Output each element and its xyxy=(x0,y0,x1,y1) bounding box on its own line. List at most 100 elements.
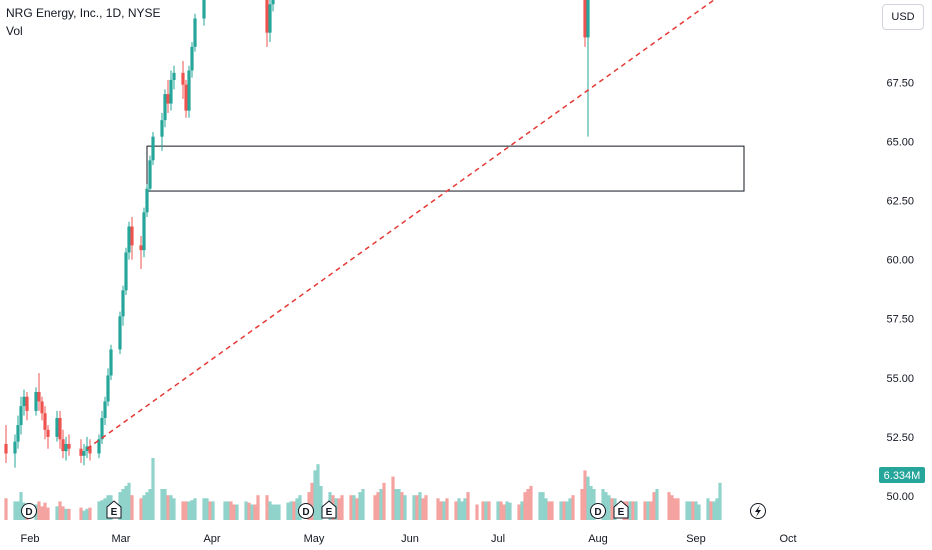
volume-bar xyxy=(277,504,281,520)
volume-bar xyxy=(412,495,416,520)
volume-bar xyxy=(520,501,524,520)
volume-bar xyxy=(463,498,467,520)
volume-bar xyxy=(505,501,509,520)
volume-bar xyxy=(529,485,533,520)
volume-bar xyxy=(13,501,17,520)
candle-body xyxy=(100,417,104,440)
dividend-marker[interactable]: D xyxy=(21,503,37,519)
x-tick-label: May xyxy=(304,533,325,545)
volume-tag-text: 6.334M xyxy=(884,470,921,482)
x-tick-label: Apr xyxy=(203,533,220,545)
volume-bar xyxy=(604,492,608,520)
earnings-marker[interactable]: E xyxy=(106,500,122,519)
lightning-icon xyxy=(755,505,761,517)
x-tick-label: Mar xyxy=(112,533,131,545)
volume-tag-box xyxy=(879,467,925,483)
volume-bar xyxy=(580,489,584,520)
volume-bar xyxy=(265,495,269,520)
candle xyxy=(586,0,590,137)
volume-bar xyxy=(373,495,377,520)
volume-bar xyxy=(82,510,86,520)
volume-bar xyxy=(481,501,485,520)
candle xyxy=(106,368,110,407)
candle xyxy=(37,373,41,411)
volume-bar xyxy=(499,501,503,520)
trendline[interactable] xyxy=(86,0,807,450)
candle-body xyxy=(130,226,134,246)
volume-bar xyxy=(583,470,587,520)
volume-bar xyxy=(379,489,383,520)
volume-bar xyxy=(103,498,107,520)
volume-bar xyxy=(670,495,674,520)
volume-bar xyxy=(517,504,521,520)
volume-bar xyxy=(160,489,164,520)
candle xyxy=(88,439,92,461)
candle-body xyxy=(58,417,62,440)
candle xyxy=(268,0,272,43)
volume-bar xyxy=(391,476,395,520)
candle xyxy=(127,221,131,260)
candle xyxy=(145,183,149,218)
volume-bar xyxy=(526,489,530,520)
candle-body xyxy=(88,446,92,454)
volume-bar xyxy=(715,498,719,520)
candle-body xyxy=(127,226,131,253)
candle-body xyxy=(166,94,170,104)
candle xyxy=(163,89,167,128)
event-letter: D xyxy=(594,507,601,518)
volume-bar xyxy=(550,501,554,520)
volume-bar xyxy=(475,504,479,520)
volume-bar xyxy=(607,495,611,520)
candle xyxy=(118,311,122,355)
volume-bar xyxy=(586,476,590,520)
volume-bar xyxy=(400,492,404,520)
volume-bar xyxy=(244,501,248,520)
volume-bar xyxy=(286,502,290,520)
y-tick-label: 65.00 xyxy=(886,136,914,148)
volume-bar xyxy=(403,495,407,520)
volume-bar xyxy=(646,501,650,520)
volume-bar xyxy=(289,501,293,520)
earnings-marker[interactable]: E xyxy=(613,500,629,519)
split-marker[interactable] xyxy=(750,503,766,519)
volume-bar xyxy=(79,507,83,520)
candle xyxy=(16,415,20,449)
x-tick-label: Feb xyxy=(21,533,40,545)
candle-body xyxy=(184,84,188,111)
volume-bar xyxy=(19,492,23,520)
volume-bar xyxy=(208,501,212,520)
event-letter: E xyxy=(326,507,333,518)
event-letter: D xyxy=(25,507,32,518)
candle-body xyxy=(148,160,152,189)
candle xyxy=(187,65,191,118)
candle xyxy=(121,285,125,326)
volume-bar xyxy=(559,501,563,520)
volume-bar xyxy=(667,492,671,520)
candle xyxy=(79,439,83,463)
volume-bar xyxy=(547,501,551,520)
volume-bar xyxy=(97,501,101,520)
volume-bar xyxy=(37,501,41,520)
volume-bar xyxy=(565,501,569,520)
dividend-marker[interactable]: D xyxy=(298,503,314,519)
volume-bar xyxy=(205,498,209,520)
candle-body xyxy=(40,401,44,414)
candle-body xyxy=(586,0,590,38)
volume-bar xyxy=(355,498,359,520)
candle xyxy=(103,396,107,426)
volume-bar xyxy=(445,498,449,520)
candle xyxy=(184,79,188,118)
candle-body xyxy=(61,439,65,452)
volume-bar xyxy=(649,501,653,520)
earnings-marker[interactable]: E xyxy=(321,500,337,519)
candle-body xyxy=(55,417,59,437)
support-zone-rect[interactable] xyxy=(146,145,745,192)
volume-bar xyxy=(145,492,149,520)
dividend-marker[interactable]: D xyxy=(590,503,606,519)
candle xyxy=(67,434,71,456)
candle xyxy=(97,434,101,459)
volume-bar xyxy=(457,498,461,520)
candle-body xyxy=(202,0,206,19)
currency-button[interactable]: USD xyxy=(882,4,924,30)
